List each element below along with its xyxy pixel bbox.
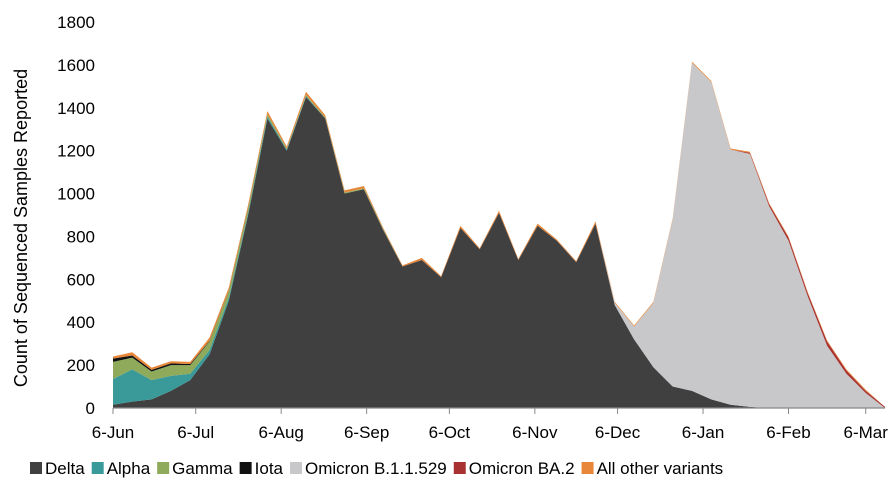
legend-swatch — [30, 462, 42, 474]
legend-item-gamma: Gamma — [157, 459, 233, 478]
y-tick-label: 600 — [67, 270, 95, 289]
legend-label: All other variants — [597, 459, 724, 478]
legend-label: Omicron BA.2 — [469, 459, 575, 478]
legend-swatch — [157, 462, 170, 474]
x-tick-label: 6-Mar — [843, 423, 888, 442]
x-tick-label: 6-Aug — [258, 423, 303, 442]
x-tick-label: 6-Sep — [344, 423, 389, 442]
legend-swatch — [453, 462, 466, 474]
y-tick-label: 0 — [86, 399, 95, 418]
legend-item-alpha: Alpha — [91, 459, 151, 478]
legend-item-iota: Iota — [239, 459, 284, 478]
legend-swatch — [290, 462, 302, 474]
y-tick-label: 1400 — [57, 99, 95, 118]
y-tick-label: 800 — [67, 227, 95, 246]
legend-label: Gamma — [172, 459, 233, 478]
legend-item-omicron-ba-2: Omicron BA.2 — [453, 459, 575, 478]
x-tick-label: 6-Nov — [512, 423, 558, 442]
y-tick-label: 1200 — [57, 142, 95, 161]
x-tick-labels: 6-Jun 6-Jul 6-Aug 6-Sep 6-Oct 6-Nov 6-Dec 6-Jan… — [92, 408, 888, 442]
legend: Delta Alpha Gamma Iota Omicron B.1.1.529 Omic… — [30, 459, 723, 478]
area-delta — [113, 97, 885, 408]
legend-swatch — [581, 462, 594, 474]
x-tick-label: 6-Dec — [595, 423, 641, 442]
y-tick-label: 200 — [67, 356, 95, 375]
legend-swatch — [91, 462, 104, 474]
y-tick-label: 1600 — [57, 56, 95, 75]
legend-item-omicron-b-1-1-529: Omicron B.1.1.529 — [290, 459, 447, 478]
legend-label: Delta — [45, 459, 85, 478]
legend-label: Omicron B.1.1.529 — [305, 459, 447, 478]
legend-item-all-other-variants: All other variants — [581, 459, 724, 478]
y-tick-label: 1000 — [57, 185, 95, 204]
x-tick-label: 6-Jan — [682, 423, 725, 442]
area-alpha — [113, 95, 885, 408]
y-tick-labels: 0 200 400 600 800 1000 1200 1400 1600 1800 — [57, 13, 95, 418]
legend-label: Alpha — [107, 459, 151, 478]
legend-label: Iota — [255, 459, 284, 478]
y-tick-label: 1800 — [57, 13, 95, 32]
legend-item-delta: Delta — [30, 459, 85, 478]
area-omicron-b-1-1-529 — [113, 62, 885, 409]
y-axis-label: Count of Sequenced Samples Reported — [11, 69, 31, 387]
x-tick-label: 6-Feb — [766, 423, 810, 442]
legend-swatch — [239, 462, 252, 474]
x-tick-label: 6-Jun — [92, 423, 135, 442]
x-tick-label: 6-Jul — [177, 423, 214, 442]
x-tick-label: 6-Oct — [429, 423, 471, 442]
series-areas — [113, 61, 885, 409]
y-tick-label: 400 — [67, 313, 95, 332]
